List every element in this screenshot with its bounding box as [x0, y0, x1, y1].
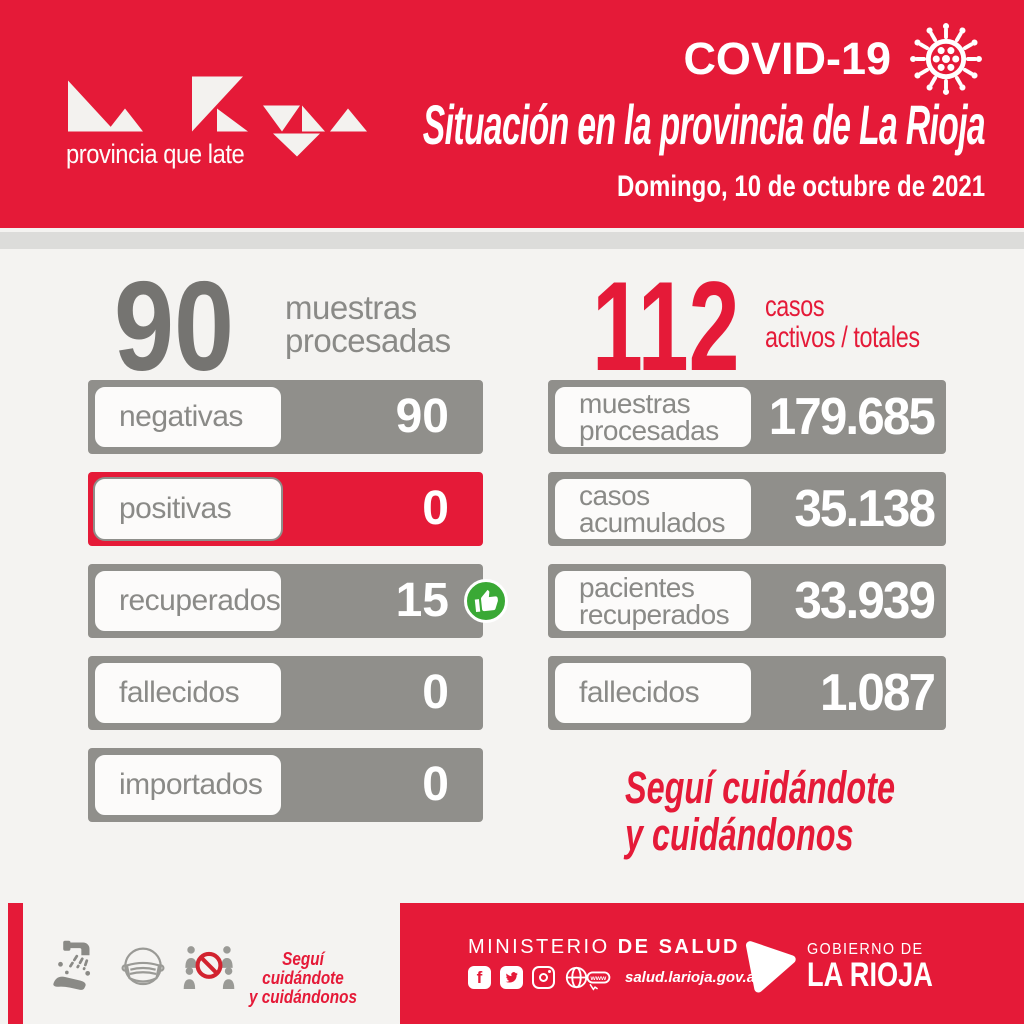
stat-row-positivas: positivas 0: [88, 472, 483, 546]
virus-icon: [908, 21, 984, 97]
stat-value: 0: [422, 758, 449, 811]
stat-label: negativas: [119, 400, 243, 433]
stat-label: pacientes recuperados: [579, 572, 730, 630]
stat-value: 15: [395, 574, 449, 627]
government-name: GOBIERNO DE LA RIOJA: [806, 941, 933, 994]
stat-label-box: casos acumulados: [553, 477, 753, 541]
footer-accent-bar: [8, 903, 23, 1024]
stat-label: fallecidos: [119, 676, 240, 709]
daily-stats-column: negativas 90 positivas 0 recuperados 15 …: [88, 380, 508, 840]
twitter-icon: [500, 966, 523, 989]
stat-value: 1.087: [819, 664, 936, 722]
stat-value: 90: [395, 390, 449, 443]
ministry-name: MINISTERIO DE SALUD: [468, 936, 740, 958]
stat-value: 0: [422, 482, 449, 535]
facebook-icon: f: [468, 966, 491, 989]
website-url: salud.larioja.gov.ar: [625, 969, 761, 986]
stat-value: 0: [422, 666, 449, 719]
stat-value: 179.685: [768, 388, 936, 446]
stat-label-box: positivas: [93, 477, 283, 541]
stat-row-fallecidos: fallecidos 0: [88, 656, 483, 730]
daily-samples-number: 90: [114, 255, 235, 397]
stat-row-importados: importados 0: [88, 748, 483, 822]
report-date: Domingo, 10 de octubre de 2021: [616, 170, 985, 203]
svg-text:www: www: [590, 975, 608, 982]
header-divider: [0, 232, 1024, 249]
government-logo: GOBIERNO DE LA RIOJA: [743, 937, 964, 995]
stat-label-box: importados: [93, 753, 283, 817]
stat-value: 35.138: [794, 480, 936, 538]
government-triangle-icon: [745, 941, 796, 993]
stat-row-negativas: negativas 90: [88, 380, 483, 454]
thumbs-up-icon: [474, 589, 498, 612]
ministry-band: MINISTERIO DE SALUD f www salud.larioja.…: [400, 903, 1024, 1024]
stat-label: muestras procesadas: [579, 388, 719, 446]
daily-samples-label: muestras procesadas: [285, 289, 451, 359]
hand-washing-icon: [53, 940, 91, 990]
stat-row-casos-acumulados: casos acumulados 35.138: [548, 472, 946, 546]
social-links-row: f www salud.larioja.gov.ar: [468, 964, 761, 991]
active-cases-label: casos activos / totales: [765, 290, 920, 354]
thumbs-up-badge: [464, 579, 508, 623]
stat-row-recuperados: recuperados 15: [88, 564, 508, 638]
stat-row-pacientes-recuperados: pacientes recuperados 33.939: [548, 564, 946, 638]
care-slogan: Seguí cuidándote y cuidándonos: [625, 762, 896, 860]
stat-label: casos acumulados: [579, 480, 725, 538]
la-rioja-logo: [68, 76, 367, 157]
cumulative-stats-column: muestras procesadas 179.685 casos acumulad…: [548, 380, 946, 748]
page-title: Situación en la provincia de La Rioja: [422, 93, 986, 156]
logo-tagline: provincia que late: [66, 139, 245, 169]
stat-row-fallecidos-total: fallecidos 1.087: [548, 656, 946, 730]
header-banner: provincia que late COVID-19: [0, 0, 1024, 228]
stat-label-box: fallecidos: [93, 661, 283, 725]
covid-label: COVID-19: [683, 33, 891, 84]
stat-label: fallecidos: [579, 676, 700, 709]
covid-heading: COVID-19: [683, 20, 985, 98]
social-distancing-icon: [183, 946, 235, 990]
face-mask-icon: [121, 947, 165, 986]
active-cases-number: 112: [592, 255, 740, 397]
stat-label: recuperados: [119, 584, 281, 617]
stat-label-box: fallecidos: [553, 661, 753, 725]
stat-label: importados: [119, 768, 263, 801]
stat-label-box: negativas: [93, 385, 283, 449]
instagram-icon: [532, 966, 555, 989]
stat-label-box: recuperados: [93, 569, 283, 633]
stat-row-muestras-procesadas: muestras procesadas 179.685: [548, 380, 946, 454]
stat-label-box: muestras procesadas: [553, 385, 753, 449]
stat-label: positivas: [119, 492, 232, 525]
footer-care-slogan: Seguí cuidándote y cuidándonos: [249, 949, 357, 1007]
stat-value: 33.939: [794, 572, 936, 630]
website-globe-icon: www: [565, 966, 611, 991]
stat-label-box: pacientes recuperados: [553, 569, 753, 633]
